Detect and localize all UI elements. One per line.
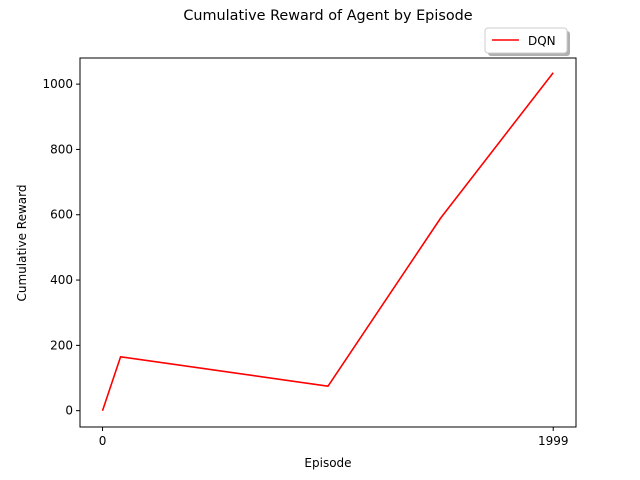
legend: DQN xyxy=(484,27,570,56)
legend-box xyxy=(484,27,568,54)
y-tick-label: 800 xyxy=(50,142,73,156)
series-layer xyxy=(101,72,554,411)
y-tick-label: 600 xyxy=(50,208,73,222)
chart-title: Cumulative Reward of Agent by Episode xyxy=(183,8,472,24)
y-tick-label: 200 xyxy=(50,338,73,352)
plot-area xyxy=(79,57,577,428)
x-axis: 0 1999 xyxy=(99,427,569,448)
y-axis: 0 200 400 600 800 1000 xyxy=(42,77,80,418)
legend-label-dqn: DQN xyxy=(528,34,556,48)
plot-frame xyxy=(79,57,577,428)
y-tick-label: 400 xyxy=(50,273,73,287)
series-line-dqn xyxy=(101,72,554,411)
x-tick-label: 0 xyxy=(99,434,107,448)
x-axis-label: Episode xyxy=(304,456,351,470)
y-axis-label: Cumulative Reward xyxy=(15,185,29,302)
y-tick-label: 1000 xyxy=(42,77,73,91)
y-tick-label: 0 xyxy=(65,404,73,418)
x-tick-label: 1999 xyxy=(538,434,569,448)
